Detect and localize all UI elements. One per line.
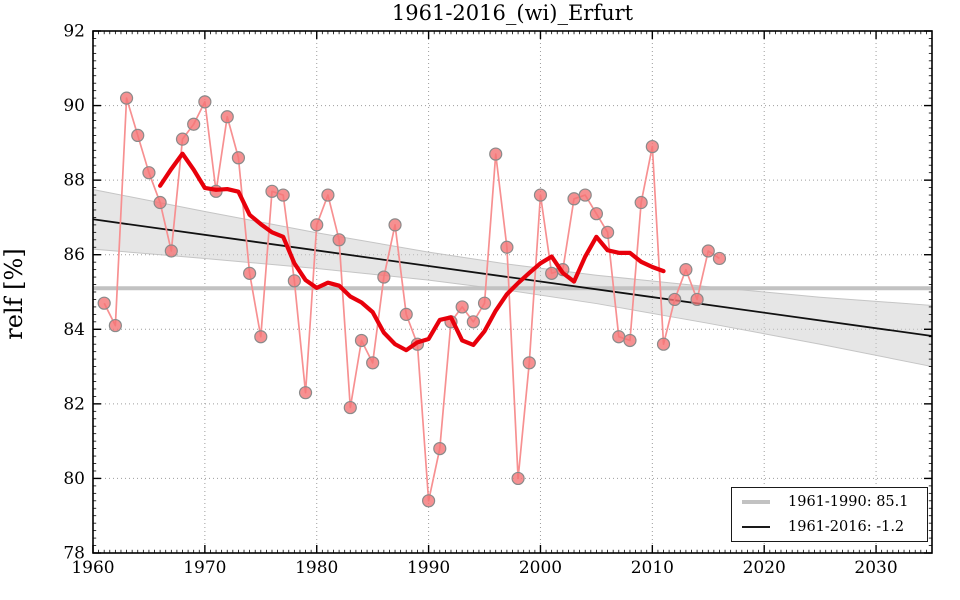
- data-point-marker: [690, 292, 704, 307]
- data-point-marker: [600, 225, 615, 239]
- y-tick-label: 78: [63, 544, 85, 564]
- gridlines: [93, 31, 932, 553]
- y-tick-label: 82: [63, 394, 85, 414]
- data-point-marker: [623, 333, 637, 348]
- data-point-marker: [533, 188, 548, 202]
- annual-series-line: [103, 97, 720, 502]
- data-point-marker: [354, 333, 369, 348]
- data-point-marker: [254, 330, 268, 344]
- x-tick-label: 2020: [743, 558, 786, 578]
- x-tick-labels: 1960 1970 1980 1990 2000 2010 2020 2030: [71, 558, 897, 578]
- x-tick-label: 1980: [295, 558, 338, 578]
- data-point-marker: [578, 188, 592, 202]
- data-point-marker: [298, 386, 313, 400]
- data-point-marker: [332, 233, 346, 247]
- chart-title: 1961-2016_(wi)_Erfurt: [391, 1, 634, 25]
- legend-sample-reference-line: [742, 500, 770, 504]
- data-point-marker: [500, 240, 514, 254]
- data-point-marker: [108, 318, 122, 333]
- y-axis-label: relf [%]: [0, 248, 28, 340]
- legend-entry-reference: 1961-1990: 85.1: [732, 491, 927, 513]
- data-point-marker: [231, 151, 246, 165]
- legend-sample-trend-line: [742, 526, 770, 528]
- x-tick-label: 1990: [407, 558, 450, 578]
- data-point-marker: [175, 132, 190, 146]
- data-point-marker: [679, 263, 693, 277]
- data-point-marker: [433, 442, 447, 456]
- data-point-marker: [668, 292, 682, 307]
- data-point-marker: [399, 307, 413, 321]
- data-point-marker: [701, 244, 715, 258]
- legend-label-trend: 1961-2016: -1.2: [788, 519, 905, 535]
- y-tick-label: 84: [63, 320, 85, 340]
- data-point-marker: [97, 296, 111, 310]
- y-tick-label: 90: [63, 96, 85, 116]
- axis-ticks: [92, 30, 933, 554]
- data-point-marker: [366, 356, 380, 370]
- data-point-marker: [119, 91, 134, 105]
- smoothed-series-line: [158, 151, 666, 353]
- data-point-marker: [388, 218, 402, 232]
- x-tick-label: 2030: [854, 558, 897, 578]
- data-point-marker: [545, 266, 559, 280]
- data-point-marker: [343, 400, 357, 415]
- x-tick-label: 2010: [631, 558, 674, 578]
- data-point-marker: [712, 251, 727, 266]
- legend-label-reference: 1961-1990: 85.1: [788, 494, 909, 510]
- data-point-marker: [455, 300, 469, 314]
- data-point-marker: [377, 270, 391, 284]
- data-point-marker: [489, 147, 503, 161]
- data-point-marker: [243, 266, 257, 280]
- data-point-marker: [276, 188, 290, 202]
- data-point-marker: [612, 330, 626, 344]
- data-point-marker: [645, 139, 659, 154]
- data-point-marker: [142, 166, 156, 180]
- data-point-marker: [287, 274, 301, 288]
- data-point-marker: [265, 184, 279, 198]
- y-tick-label: 86: [63, 245, 85, 265]
- y-tick-label: 88: [63, 171, 85, 191]
- data-point-marker: [220, 110, 234, 124]
- data-point-marker: [153, 195, 167, 210]
- legend-entry-trend: 1961-2016: -1.2: [732, 516, 927, 538]
- trend-line: [92, 218, 933, 337]
- y-tick-label: 80: [63, 469, 85, 489]
- data-point-marker: [522, 356, 536, 370]
- data-point-marker: [422, 494, 436, 508]
- data-point-marker: [567, 192, 581, 206]
- data-point-marker: [477, 296, 492, 310]
- data-point-marker: [634, 195, 648, 210]
- annual-series-markers: [97, 91, 727, 508]
- data-point-marker: [589, 207, 604, 221]
- data-point-marker: [466, 315, 480, 329]
- x-tick-label: 1960: [71, 558, 114, 578]
- y-tick-labels: 78 80 82 84 86 88 90 92: [63, 22, 85, 564]
- data-point-marker: [656, 337, 671, 351]
- x-tick-label: 2000: [519, 558, 562, 578]
- x-tick-label: 1970: [183, 558, 226, 578]
- data-point-marker: [321, 188, 335, 202]
- plot-frame: [92, 30, 933, 554]
- data-point-marker: [164, 244, 178, 258]
- data-point-marker: [198, 95, 212, 109]
- y-tick-label: 92: [63, 22, 85, 42]
- data-point-marker: [187, 117, 201, 131]
- data-point-marker: [310, 218, 324, 232]
- data-point-marker: [131, 128, 145, 142]
- legend-box: 1961-1990: 85.1 1961-2016: -1.2: [731, 487, 928, 542]
- data-point-marker: [511, 471, 525, 486]
